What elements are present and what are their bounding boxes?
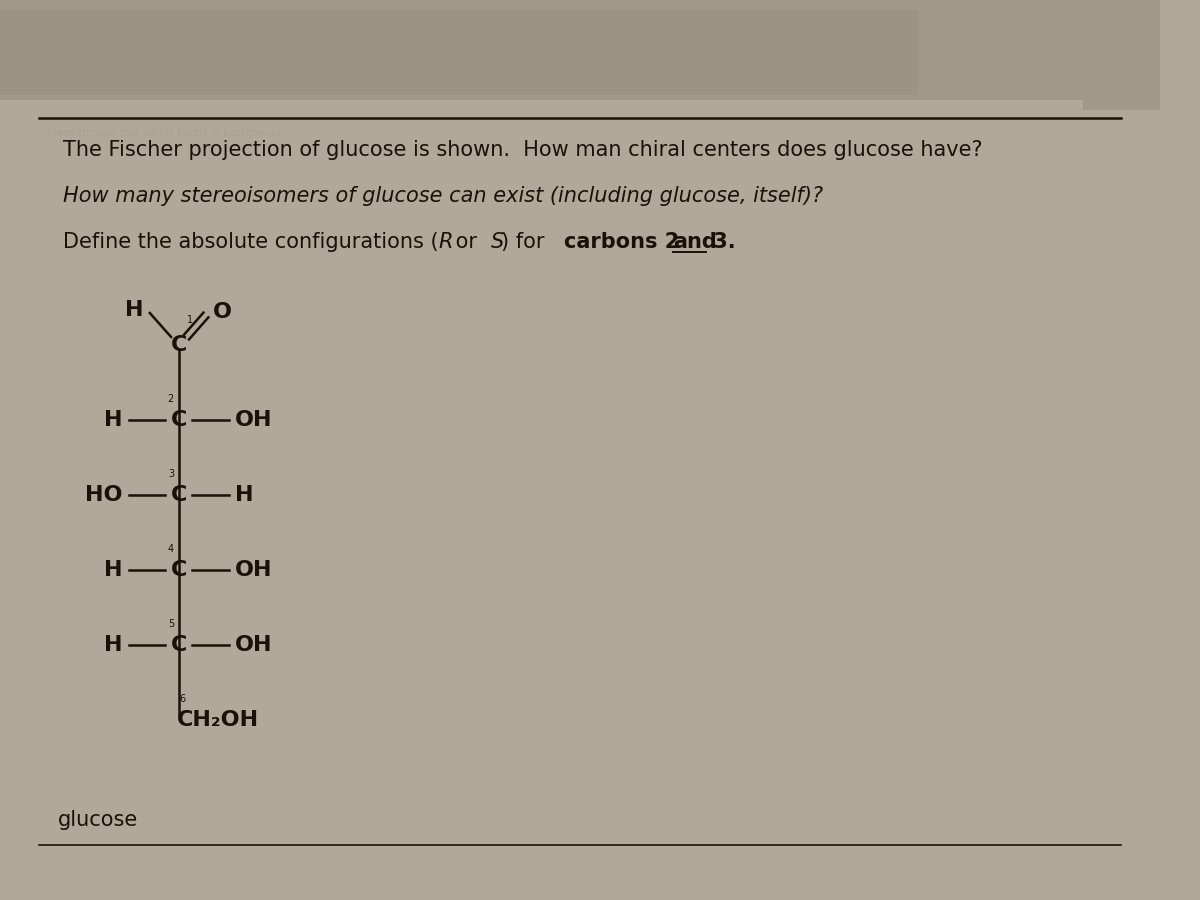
- Text: R: R: [439, 232, 454, 252]
- Text: O: O: [212, 302, 232, 322]
- Text: C: C: [170, 635, 187, 655]
- Text: H: H: [125, 300, 143, 320]
- Text: 5: 5: [168, 619, 174, 629]
- Text: C: C: [170, 560, 187, 580]
- Text: H: H: [104, 410, 122, 430]
- Bar: [0, 0, 1160, 100]
- Text: C: C: [170, 485, 187, 505]
- Text: C: C: [170, 410, 187, 430]
- Text: Define the absolute configurations (: Define the absolute configurations (: [62, 232, 438, 252]
- Text: 4: 4: [168, 544, 174, 554]
- Text: 1: 1: [186, 315, 193, 325]
- Text: and: and: [673, 232, 716, 252]
- Text: 2: 2: [168, 394, 174, 404]
- Text: H: H: [235, 485, 253, 505]
- Text: OH: OH: [235, 560, 272, 580]
- Text: 3: 3: [168, 469, 174, 479]
- Bar: [0, 10, 918, 95]
- Text: H: H: [104, 635, 122, 655]
- Bar: [1082, 0, 1160, 110]
- Text: ) for: ) for: [502, 232, 552, 252]
- Text: or: or: [449, 232, 484, 252]
- Text: HO: HO: [85, 485, 122, 505]
- Text: 3.: 3.: [706, 232, 736, 252]
- Text: How many stereoisomers of glucose can exist (including glucose, itself)?: How many stereoisomers of glucose can ex…: [62, 186, 823, 206]
- Text: C: C: [170, 335, 187, 355]
- Text: S: S: [491, 232, 504, 252]
- Text: bleed-through text visible faintly in background: bleed-through text visible faintly in ba…: [48, 128, 281, 138]
- Text: 6: 6: [180, 694, 186, 704]
- Text: H: H: [104, 560, 122, 580]
- Text: The Fischer projection of glucose is shown.  How man chiral centers does glucose: The Fischer projection of glucose is sho…: [62, 140, 983, 160]
- Text: OH: OH: [235, 410, 272, 430]
- Text: carbons 2: carbons 2: [564, 232, 686, 252]
- Text: OH: OH: [235, 635, 272, 655]
- Text: CH₂OH: CH₂OH: [176, 710, 259, 730]
- Text: glucose: glucose: [58, 810, 138, 830]
